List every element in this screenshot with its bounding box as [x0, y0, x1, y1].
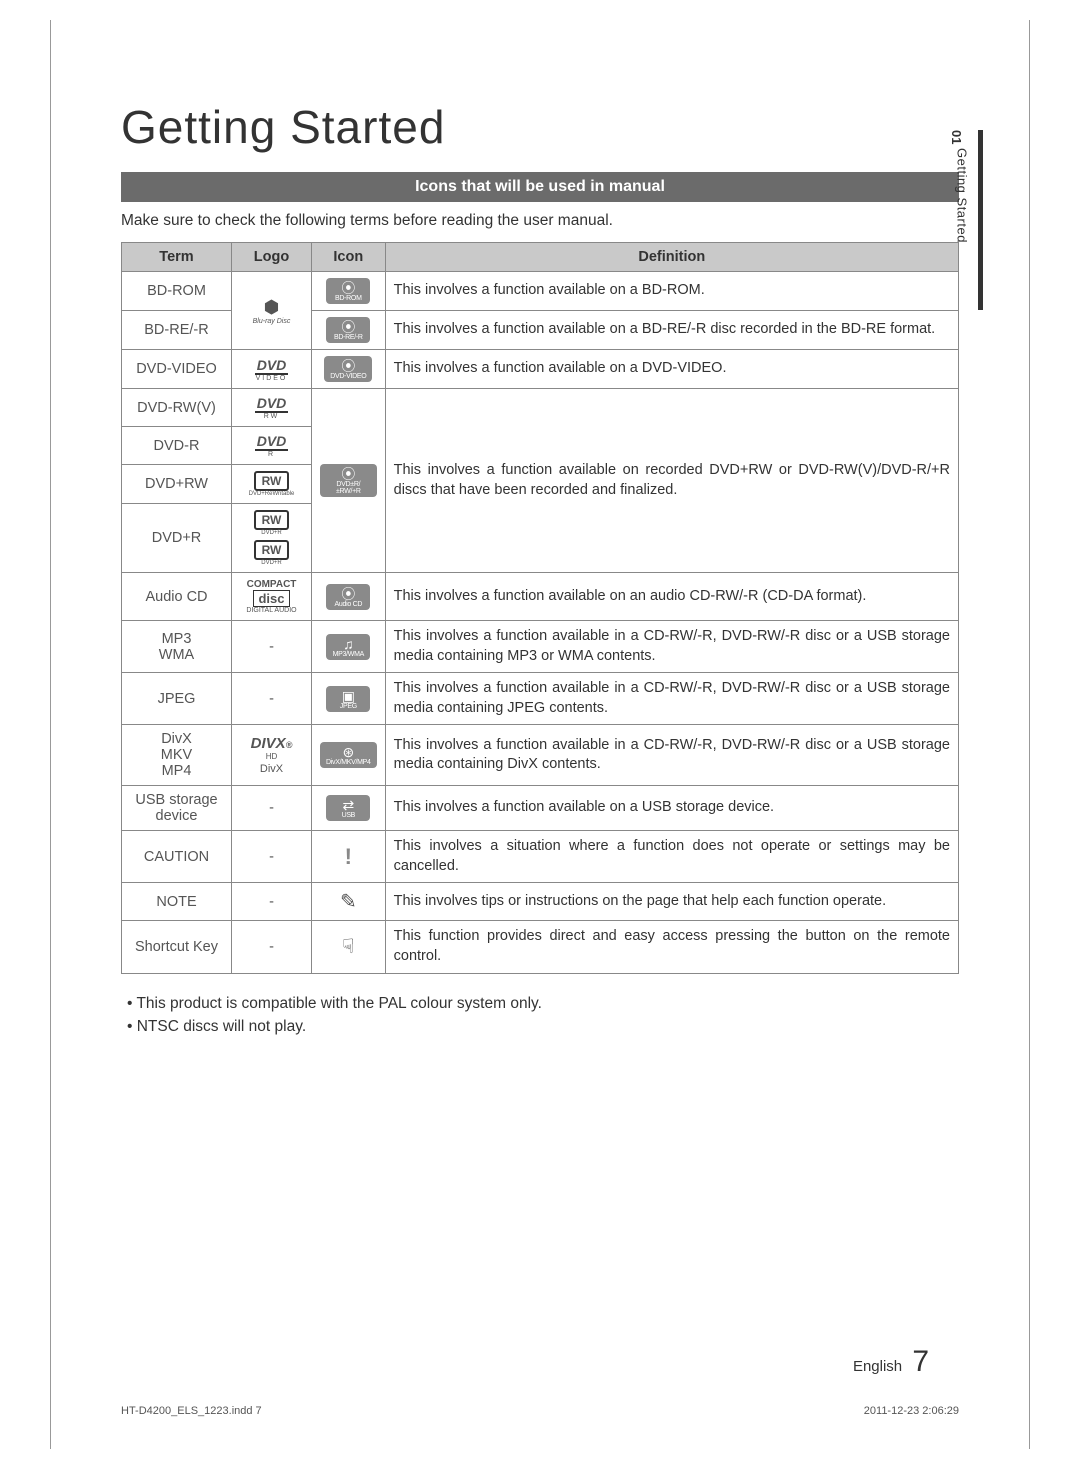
th-logo: Logo [232, 243, 312, 272]
cell-term: BD-RE/-R [122, 311, 232, 350]
cell-term: Shortcut Key [122, 921, 232, 973]
footer-meta-left: HT-D4200_ELS_1223.indd 7 [121, 1405, 262, 1417]
cell-icon: ! [312, 831, 386, 883]
cell-icon: ⇄USB [312, 786, 386, 831]
table-row: JPEG-▣JPEGThis involves a function avail… [122, 673, 959, 725]
cell-definition: This involves a function available in a … [385, 673, 958, 725]
icons-table: Term Logo Icon Definition BD-ROM⬢Blu-ray… [121, 242, 959, 974]
cell-logo: DVDRW [232, 389, 312, 427]
cell-logo: - [232, 883, 312, 921]
th-definition: Definition [385, 243, 958, 272]
cell-term: DVD-VIDEO [122, 350, 232, 389]
table-row: Shortcut Key-☟This function provides dir… [122, 921, 959, 973]
cell-logo: DVDR [232, 427, 312, 465]
side-tab-bar [978, 130, 983, 310]
cell-logo: RWDVD+RRWDVD+R [232, 504, 312, 573]
cell-logo: ⬢Blu-ray Disc [232, 272, 312, 350]
cell-term: USB storagedevice [122, 786, 232, 831]
bullet-item: This product is compatible with the PAL … [127, 992, 959, 1015]
cell-term: Audio CD [122, 573, 232, 621]
cell-definition: This involves a function available on re… [385, 389, 958, 573]
th-term: Term [122, 243, 232, 272]
cell-icon: ⦿Audio CD [312, 573, 386, 621]
side-tab: 01 Getting Started [949, 130, 975, 650]
footer-page-num: 7 [912, 1345, 929, 1378]
table-row: DivXMKVMP4DIVX®HDDivX⊛DivX/MKV/MP4This i… [122, 725, 959, 786]
cell-icon: ⦿BD-RE/-R [312, 311, 386, 350]
cell-definition: This involves a function available on a … [385, 272, 958, 311]
cell-logo: - [232, 921, 312, 973]
cell-definition: This involves a situation where a functi… [385, 831, 958, 883]
page-frame: 01 Getting Started Getting Started Icons… [50, 20, 1030, 1449]
cell-logo: DIVX®HDDivX [232, 725, 312, 786]
cell-definition: This function provides direct and easy a… [385, 921, 958, 973]
page-title: Getting Started [121, 100, 959, 154]
cell-icon: ⦿BD-ROM [312, 272, 386, 311]
cell-definition: This involves tips or instructions on th… [385, 883, 958, 921]
table-row: Audio CDCOMPACTdiscDIGITAL AUDIO⦿Audio C… [122, 573, 959, 621]
cell-definition: This involves a function available on a … [385, 311, 958, 350]
cell-definition: This involves a function available on a … [385, 786, 958, 831]
cell-icon: ✎ [312, 883, 386, 921]
cell-icon: ☟ [312, 921, 386, 973]
cell-icon: ⊛DivX/MKV/MP4 [312, 725, 386, 786]
cell-logo: COMPACTdiscDIGITAL AUDIO [232, 573, 312, 621]
table-row: NOTE-✎This involves tips or instructions… [122, 883, 959, 921]
th-icon: Icon [312, 243, 386, 272]
footer-meta-right: 2011-12-23 2:06:29 [864, 1405, 959, 1417]
cell-definition: This involves a function available on a … [385, 350, 958, 389]
section-bar: Icons that will be used in manual [121, 172, 959, 202]
cell-icon: ♫MP3/WMA [312, 621, 386, 673]
cell-term: NOTE [122, 883, 232, 921]
table-row: DVD-VIDEODVDVIDEO⦿DVD-VIDEOThis involves… [122, 350, 959, 389]
table-row: CAUTION-!This involves a situation where… [122, 831, 959, 883]
cell-icon: ▣JPEG [312, 673, 386, 725]
cell-term: MP3WMA [122, 621, 232, 673]
cell-term: JPEG [122, 673, 232, 725]
cell-term: CAUTION [122, 831, 232, 883]
cell-logo: - [232, 621, 312, 673]
content-area: Getting Started Icons that will be used … [51, 20, 1029, 1038]
bullet-item: NTSC discs will not play. [127, 1015, 959, 1038]
intro-text: Make sure to check the following terms b… [121, 212, 959, 230]
cell-term: DVD+RW [122, 465, 232, 504]
table-row: BD-ROM⬢Blu-ray Disc⦿BD-ROMThis involves … [122, 272, 959, 311]
table-row: USB storagedevice-⇄USBThis involves a fu… [122, 786, 959, 831]
side-tab-num: 01 [949, 130, 964, 144]
table-row: MP3WMA-♫MP3/WMAThis involves a function … [122, 621, 959, 673]
table-row: DVD-RW(V)DVDRW⦿DVD±R/±RW/+RThis involves… [122, 389, 959, 427]
cell-logo: RWDVD+ReWritable [232, 465, 312, 504]
page-footer: English 7 [853, 1345, 929, 1379]
cell-definition: This involves a function available on an… [385, 573, 958, 621]
cell-definition: This involves a function available in a … [385, 725, 958, 786]
cell-definition: This involves a function available in a … [385, 621, 958, 673]
cell-term: DVD-RW(V) [122, 389, 232, 427]
cell-term: DivXMKVMP4 [122, 725, 232, 786]
footer-lang: English [853, 1358, 902, 1375]
cell-logo: DVDVIDEO [232, 350, 312, 389]
cell-logo: - [232, 786, 312, 831]
cell-term: BD-ROM [122, 272, 232, 311]
cell-term: DVD-R [122, 427, 232, 465]
notes-list: This product is compatible with the PAL … [121, 992, 959, 1039]
cell-icon: ⦿DVD±R/±RW/+R [312, 389, 386, 573]
side-tab-label: Getting Started [955, 148, 970, 243]
cell-logo: - [232, 673, 312, 725]
cell-term: DVD+R [122, 504, 232, 573]
cell-logo: - [232, 831, 312, 883]
cell-icon: ⦿DVD-VIDEO [312, 350, 386, 389]
